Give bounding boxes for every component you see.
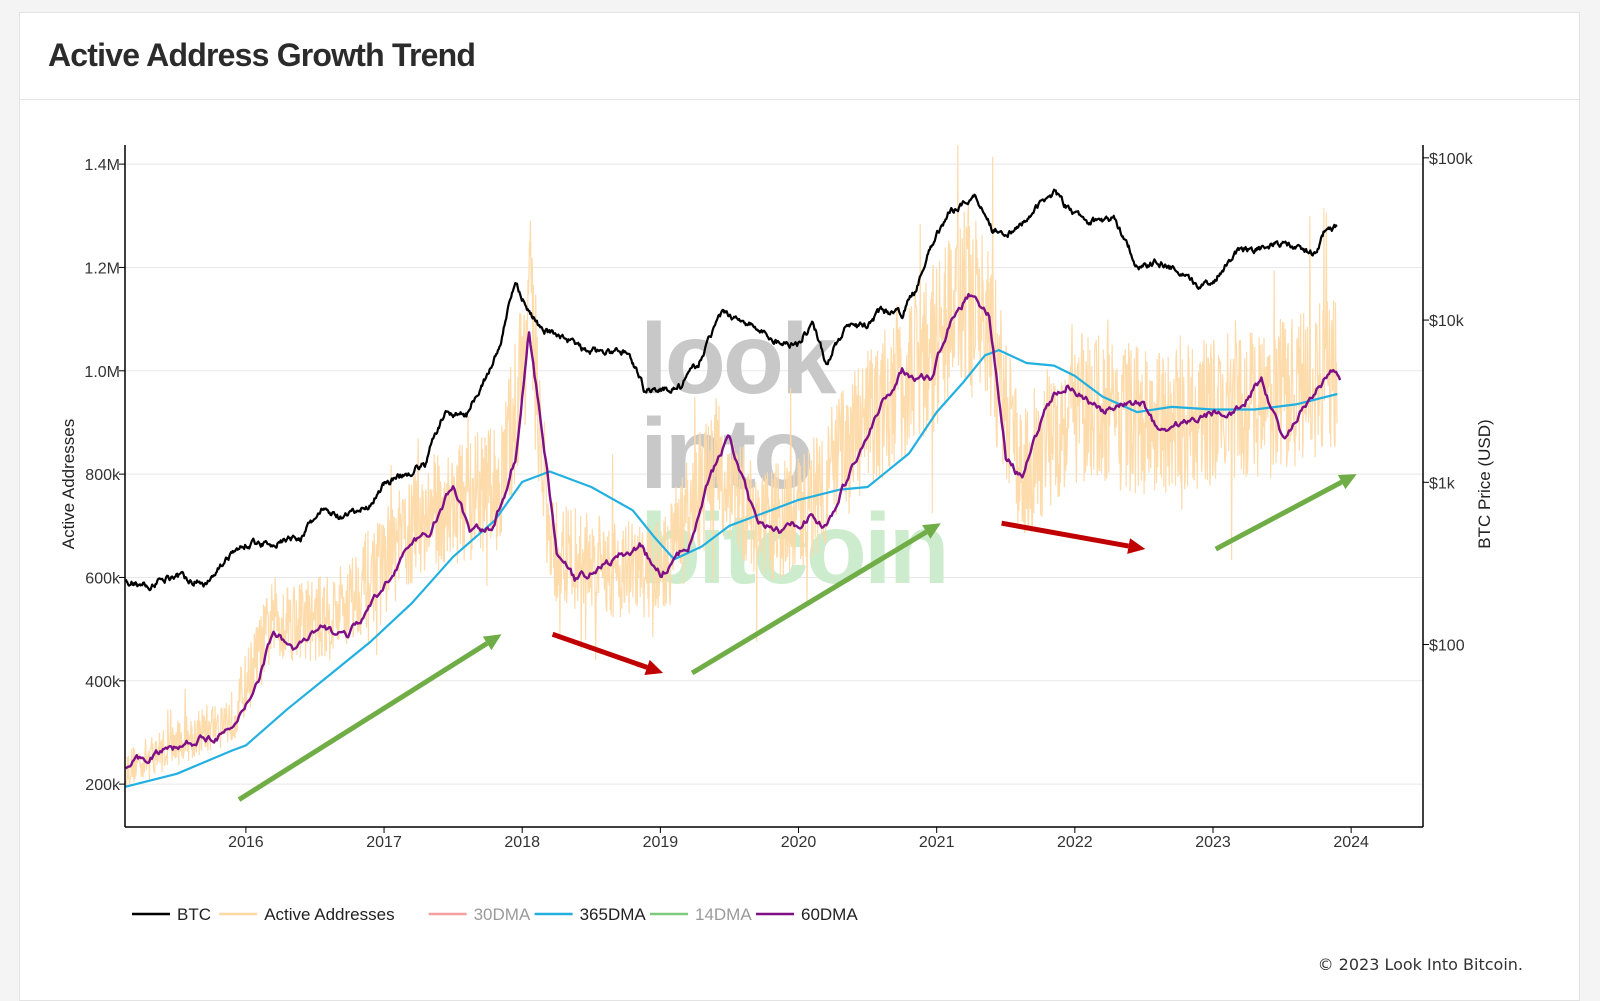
y2-tick-labels: $100 $1k $10k $100k [1423,151,1474,655]
arrow-shaft-green [1214,479,1343,552]
y2-tick-label: $10k [1429,313,1465,330]
y2-tick-label: $1k [1429,475,1456,492]
arrow-head-green [1337,474,1357,490]
legend-item-active_addresses[interactable]: Active Addresses [219,905,395,924]
y-tick-label: 800k [85,467,121,484]
x-tick-label: 2016 [228,834,264,851]
legend: BTC Active Addresses 30DMA 365DMA 14DMA 60DMA [132,905,858,924]
series-60dma [125,292,1342,770]
y-tick-labels: 200k 400k 600k 800k 1.0M 1.2M 1.4M [84,157,125,794]
arrow-shaft-green [690,529,928,676]
y-axis-title: Active Addresses [59,419,78,549]
x-tick-label: 2020 [781,834,817,851]
arrow-shaft-red [1001,520,1130,549]
copyright-text: © 2023 Look Into Bitcoin. [1317,955,1523,974]
x-tick-label: 2019 [643,834,679,851]
y2-tick-label: $100k [1429,151,1474,168]
legend-item-dma14[interactable]: 14DMA [650,905,752,924]
x-tick-label: 2021 [919,834,955,851]
card-header: Active Address Growth Trend [20,13,1579,100]
x-tick-label: 2022 [1057,834,1093,851]
legend-item-dma30[interactable]: 30DMA [428,905,531,924]
series-365dma [125,349,1338,788]
x-tick-label: 2017 [366,834,402,851]
x-tick-label: 2024 [1333,834,1369,851]
legend-label: 365DMA [580,905,647,924]
arrow-shaft-green [237,641,489,802]
legend-item-dma365[interactable]: 365DMA [534,905,647,924]
series-btc [125,188,1338,592]
legend-label: 60DMA [801,905,858,924]
y-tick-label: 1.2M [84,260,120,277]
arrow-head-green [922,523,941,539]
y2-axis-title: BTC Price (USD) [1475,419,1494,548]
x-tick-label: 2023 [1195,834,1231,851]
arrow-shaft-red [551,631,648,670]
x-tick-label: 2018 [504,834,540,851]
series-active-addresses [125,145,1338,786]
y-tick-label: 200k [85,777,121,794]
arrow-head-green [482,634,502,651]
y-tick-label: 1.4M [84,157,120,174]
y-tick-label: 1.0M [84,364,120,381]
legend-label: 14DMA [695,905,752,924]
legend-item-btc[interactable]: BTC [132,905,211,924]
x-tick-labels: 2016 2017 2018 2019 2020 2021 2022 2023 2024 [228,827,1369,851]
annotation-arrows [237,474,1357,802]
legend-label: BTC [177,905,211,924]
arrow-head-red [644,659,664,675]
chart-title: Active Address Growth Trend [48,37,476,73]
chart-card: Active Address Growth Trend © 2023 Look … [19,12,1580,1001]
arrow-head-red [1127,538,1146,554]
legend-label: Active Addresses [264,905,394,924]
plot-area [125,145,1342,788]
y-tick-label: 400k [85,674,121,691]
legend-item-dma60[interactable]: 60DMA [756,905,858,924]
legend-label: 30DMA [474,905,531,924]
y2-tick-label: $100 [1429,638,1465,655]
y-tick-label: 600k [85,570,121,587]
